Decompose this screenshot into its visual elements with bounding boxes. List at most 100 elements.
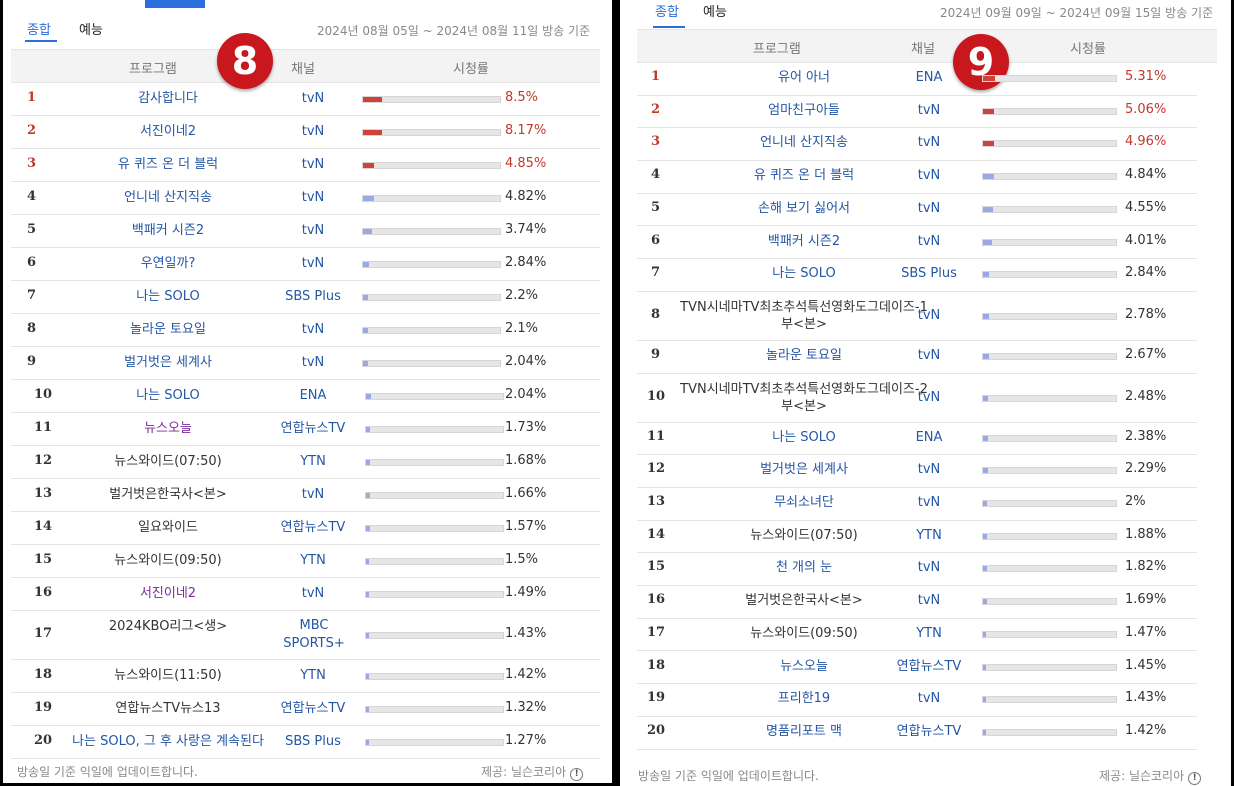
tab-variety[interactable]: 예능 xyxy=(79,23,103,38)
channel-link[interactable]: SBS Plus xyxy=(285,734,341,749)
program-link[interactable]: 나는 SOLO xyxy=(772,429,836,445)
channel-link[interactable]: tvN xyxy=(917,389,941,405)
rating-value: 4.85% xyxy=(505,156,547,171)
program-link[interactable]: 뉴스와이드(09:50) xyxy=(114,553,222,568)
channel-link[interactable]: tvN xyxy=(301,91,325,106)
channel-link[interactable]: tvN xyxy=(301,355,325,370)
channel-link[interactable]: tvN xyxy=(917,200,941,216)
program-link[interactable]: 나는 SOLO xyxy=(136,289,200,304)
program-link[interactable]: 2024KBO리그<생> xyxy=(108,619,228,634)
tab-overall[interactable]: 종합 xyxy=(655,5,679,20)
channel-link[interactable]: YTN xyxy=(916,625,942,641)
program-link[interactable]: 나는 SOLO, 그 후 사랑은 계속된다 xyxy=(72,734,264,749)
rating-bar-fill xyxy=(983,108,994,114)
program-link[interactable]: 서진이네2 xyxy=(139,586,197,601)
channel-link[interactable]: SBS Plus xyxy=(901,266,957,282)
channel-link[interactable]: tvN xyxy=(301,322,325,337)
program-link[interactable]: 연합뉴스TV뉴스13 xyxy=(115,701,221,716)
channel-link[interactable]: tvN xyxy=(917,593,941,609)
rank-number: 18 xyxy=(34,667,53,682)
program-link[interactable]: 엄마친구아들 xyxy=(768,102,840,118)
channel-link[interactable]: tvN xyxy=(301,124,325,139)
program-link[interactable]: TVN시네마TV최초추석특선영화도그데이즈-2부<본> xyxy=(680,381,928,414)
channel-link[interactable]: 연합뉴스TV xyxy=(896,658,962,674)
table-row: 2 서진이네2 tvN 8.17% xyxy=(11,115,600,149)
program-link[interactable]: 유어 아너 xyxy=(778,70,830,85)
channel-link[interactable]: tvN xyxy=(917,233,941,249)
channel-link[interactable]: YTN xyxy=(300,553,326,568)
tab-overall[interactable]: 종합 xyxy=(27,23,51,38)
channel-link[interactable]: tvN xyxy=(917,102,941,118)
channel-link[interactable]: tvN xyxy=(301,586,325,601)
table-row: 8 TVN시네마TV최초추석특선영화도그데이즈-1부<본> tvN 2.78% xyxy=(637,291,1197,341)
channel-link[interactable]: MBC SPORTS+ xyxy=(283,618,345,651)
channel-link[interactable]: ENA xyxy=(915,70,943,85)
channel-link[interactable]: 연합뉴스TV xyxy=(280,421,346,436)
channel-link[interactable]: tvN xyxy=(917,691,941,707)
channel-link[interactable]: tvN xyxy=(301,256,325,271)
program-link[interactable]: 백패커 시즌2 xyxy=(131,223,205,238)
program-link[interactable]: 우연일까? xyxy=(140,256,196,271)
rank-number: 7 xyxy=(651,265,661,281)
program-link[interactable]: 뉴스오늘 xyxy=(144,421,192,436)
channel-link[interactable]: tvN xyxy=(301,487,325,502)
program-link[interactable]: 뉴스와이드(07:50) xyxy=(750,527,858,543)
channel-link[interactable]: YTN xyxy=(916,527,942,543)
rating-bar xyxy=(362,261,501,268)
channel-link[interactable]: 연합뉴스TV xyxy=(280,520,346,535)
rating-bar xyxy=(365,632,504,639)
program-link[interactable]: 뉴스오늘 xyxy=(780,658,828,674)
program-link[interactable]: 벌거벗은한국사<본> xyxy=(109,487,227,502)
program-link[interactable]: 벌거벗은한국사<본> xyxy=(745,593,863,609)
program-link[interactable]: 유 퀴즈 온 더 블럭 xyxy=(753,168,855,184)
program-link[interactable]: 뉴스와이드(11:50) xyxy=(114,668,222,683)
channel-link[interactable]: tvN xyxy=(917,560,941,576)
channel-link[interactable]: YTN xyxy=(300,454,326,469)
program-link[interactable]: TVN시네마TV최초추석특선영화도그데이즈-1부<본> xyxy=(680,299,928,332)
program-link[interactable]: 나는 SOLO xyxy=(772,266,836,282)
program-link[interactable]: 벌거벗은 세계사 xyxy=(124,355,212,370)
program-link[interactable]: 서진이네2 xyxy=(139,124,197,139)
program-link[interactable]: 천 개의 눈 xyxy=(775,560,833,576)
channel-link[interactable]: tvN xyxy=(301,190,325,205)
program-link[interactable]: 벌거벗은 세계사 xyxy=(760,462,848,478)
program-link[interactable]: 일요와이드 xyxy=(138,520,198,535)
table-row: 16 벌거벗은한국사<본> tvN 1.69% xyxy=(637,585,1197,619)
program-link[interactable]: 뉴스와이드(09:50) xyxy=(750,625,858,641)
program-link[interactable]: 손해 보기 싫어서 xyxy=(758,200,850,216)
channel-link[interactable]: 연합뉴스TV xyxy=(280,701,346,716)
channel-link[interactable]: ENA xyxy=(915,429,943,445)
program-link[interactable]: 언니네 산지직송 xyxy=(124,190,212,205)
program-link[interactable]: 프리한19 xyxy=(777,691,831,707)
channel-link[interactable]: tvN xyxy=(917,135,941,151)
rating-value: 2.84% xyxy=(505,255,547,270)
channel-link[interactable]: ENA xyxy=(299,388,327,403)
tab-variety[interactable]: 예능 xyxy=(703,5,727,20)
program-link[interactable]: 명품리포트 맥 xyxy=(766,723,842,739)
info-icon[interactable]: ! xyxy=(570,768,584,781)
channel-link[interactable]: tvN xyxy=(917,462,941,478)
rank-number: 7 xyxy=(27,288,37,303)
channel-link[interactable]: tvN xyxy=(301,223,325,238)
program-link[interactable]: 놀라운 토요일 xyxy=(766,347,842,363)
info-icon[interactable]: ! xyxy=(1188,772,1202,785)
channel-link[interactable]: tvN xyxy=(301,157,325,172)
program-link[interactable]: 언니네 산지직송 xyxy=(760,135,848,151)
channel-link[interactable]: tvN xyxy=(917,495,941,510)
program-link[interactable]: 유 퀴즈 온 더 블럭 xyxy=(117,157,219,172)
channel-link[interactable]: tvN xyxy=(917,347,941,363)
program-link[interactable]: 나는 SOLO xyxy=(136,388,200,403)
channel-link[interactable]: tvN xyxy=(917,307,941,323)
table-row: 9 놀라운 토요일 tvN 2.67% xyxy=(637,340,1197,374)
rating-bar-fill xyxy=(366,592,369,597)
program-link[interactable]: 놀라운 토요일 xyxy=(130,322,206,337)
channel-link[interactable]: 연합뉴스TV xyxy=(896,723,962,739)
program-link[interactable]: 감사합니다 xyxy=(138,91,198,106)
channel-link[interactable]: YTN xyxy=(300,668,326,683)
program-link[interactable]: 백패커 시즌2 xyxy=(767,233,841,249)
channel-link[interactable]: SBS Plus xyxy=(285,289,341,304)
program-link[interactable]: 무쇠소녀단 xyxy=(774,495,834,510)
channel-link[interactable]: tvN xyxy=(917,168,941,184)
program-link[interactable]: 뉴스와이드(07:50) xyxy=(114,454,222,469)
ratings-panel-week-sep: 종합 예능 2024년 09월 09일 ~ 2024년 09월 15일 방송 기… xyxy=(620,0,1231,786)
